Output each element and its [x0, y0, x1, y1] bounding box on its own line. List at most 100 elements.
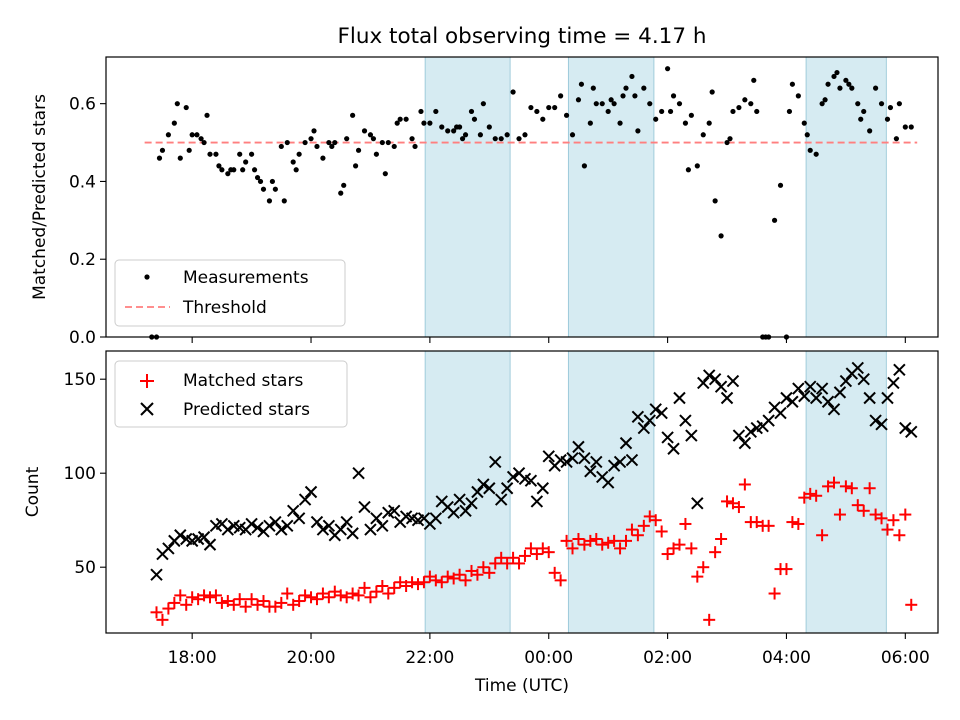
- predicted-star-marker: [815, 382, 829, 395]
- predicted-star-marker: [851, 361, 864, 375]
- measurement-point: [706, 120, 712, 126]
- predicted-star-marker: [334, 523, 347, 536]
- predicted-star-marker: [667, 442, 680, 455]
- measurement-point: [314, 143, 320, 150]
- measurement-point: [486, 124, 492, 130]
- matched-star-marker: [322, 591, 335, 604]
- predicted-star-marker: [370, 512, 383, 525]
- measurement-point: [635, 128, 641, 134]
- legend-measurements-marker: [144, 274, 150, 280]
- measurement-point: [730, 108, 736, 115]
- measurement-point: [471, 116, 478, 122]
- measurement-point: [558, 93, 564, 99]
- predicted-star-marker: [655, 406, 668, 420]
- matched-star-marker: [209, 589, 222, 602]
- measurement-point: [590, 85, 596, 91]
- measurement-point: [165, 132, 171, 138]
- measurement-point: [409, 136, 415, 142]
- top-shaded-intervals: [424, 56, 887, 338]
- measurement-point: [320, 155, 326, 161]
- matched-star-marker: [590, 533, 603, 545]
- bottom-y-axis-label: Count: [23, 466, 43, 517]
- measurement-point: [825, 81, 831, 87]
- measurement-point: [225, 171, 231, 177]
- measurement-point: [516, 136, 522, 142]
- predicted-star-marker: [720, 391, 734, 405]
- matched-star-marker: [162, 602, 175, 615]
- matched-star-marker: [845, 482, 858, 495]
- measurement-point: [361, 128, 368, 134]
- predicted-star-marker: [607, 459, 621, 472]
- predicted-star-marker: [174, 529, 187, 542]
- measurement-point: [308, 136, 314, 142]
- measurement-point: [742, 97, 748, 103]
- measurement-point: [341, 182, 347, 188]
- x-tick-label: 00:00: [524, 648, 573, 668]
- measurement-point: [795, 93, 801, 99]
- measurement-point: [480, 101, 486, 107]
- bottom-legend-box: [114, 360, 348, 428]
- measurement-point: [837, 85, 843, 91]
- matched-star-marker: [174, 589, 187, 602]
- predicted-star-marker: [453, 493, 466, 506]
- measurement-point: [653, 116, 659, 122]
- measurement-point: [240, 167, 246, 173]
- matched-star-marker: [346, 587, 359, 600]
- predicted-star-marker: [875, 418, 888, 431]
- measurement-point: [712, 198, 718, 204]
- matched-star-marker: [673, 538, 686, 551]
- matched-star-marker: [637, 519, 650, 532]
- matched-star-marker: [738, 478, 751, 491]
- predicted-star-marker: [459, 504, 472, 518]
- measurement-point: [459, 136, 466, 142]
- measurement-point: [540, 116, 546, 122]
- measurement-point: [284, 139, 290, 146]
- matched-star-marker: [245, 593, 258, 606]
- bottom-y-ticks: 50 100 150: [64, 370, 106, 578]
- matched-star-marker: [483, 566, 496, 579]
- measurement-point: [433, 108, 439, 115]
- matched-star-marker: [180, 598, 193, 611]
- measurement-point: [522, 132, 528, 138]
- predicted-star-marker: [697, 376, 710, 390]
- predicted-star-marker: [221, 523, 235, 536]
- measurement-point: [216, 163, 222, 169]
- matched-star-marker: [507, 551, 520, 564]
- measurement-point: [207, 151, 213, 157]
- measurement-point: [421, 120, 427, 126]
- measurement-point: [676, 101, 683, 107]
- predicted-star-marker: [500, 482, 514, 495]
- predicted-star-marker: [762, 414, 775, 427]
- measurement-point: [296, 151, 302, 157]
- predicted-star-marker: [316, 523, 330, 536]
- measurement-point: [632, 93, 638, 99]
- measurement-point: [293, 167, 299, 173]
- predicted-star-marker: [881, 391, 894, 405]
- measurement-point: [902, 124, 908, 130]
- matched-star-marker: [489, 557, 502, 570]
- predicted-star-marker: [447, 506, 460, 519]
- matched-star-marker: [863, 482, 876, 495]
- observing-interval-1: [424, 350, 511, 634]
- matched-star-marker: [417, 576, 430, 589]
- measurement-point: [861, 108, 867, 115]
- measurement-point: [647, 101, 653, 107]
- legend-threshold-label: Threshold: [182, 298, 267, 318]
- measurement-point: [266, 198, 273, 204]
- predicted-star-marker: [691, 497, 704, 510]
- measurement-point: [237, 151, 243, 157]
- measurement-point: [171, 120, 177, 126]
- predicted-star-marker: [251, 521, 264, 534]
- matched-star-marker: [691, 570, 704, 583]
- measurement-point: [893, 136, 900, 142]
- matched-star-marker: [620, 534, 632, 547]
- predicted-star-marker: [340, 515, 353, 529]
- measurement-point: [700, 132, 706, 138]
- matched-star-marker: [471, 568, 484, 581]
- measurement-point: [189, 132, 195, 138]
- matched-star-markers: [150, 476, 918, 626]
- bottom-legend: Matched stars Predicted stars: [114, 360, 348, 428]
- matched-star-marker: [477, 561, 490, 574]
- matched-star-marker: [204, 591, 216, 604]
- predicted-star-marker: [304, 485, 318, 499]
